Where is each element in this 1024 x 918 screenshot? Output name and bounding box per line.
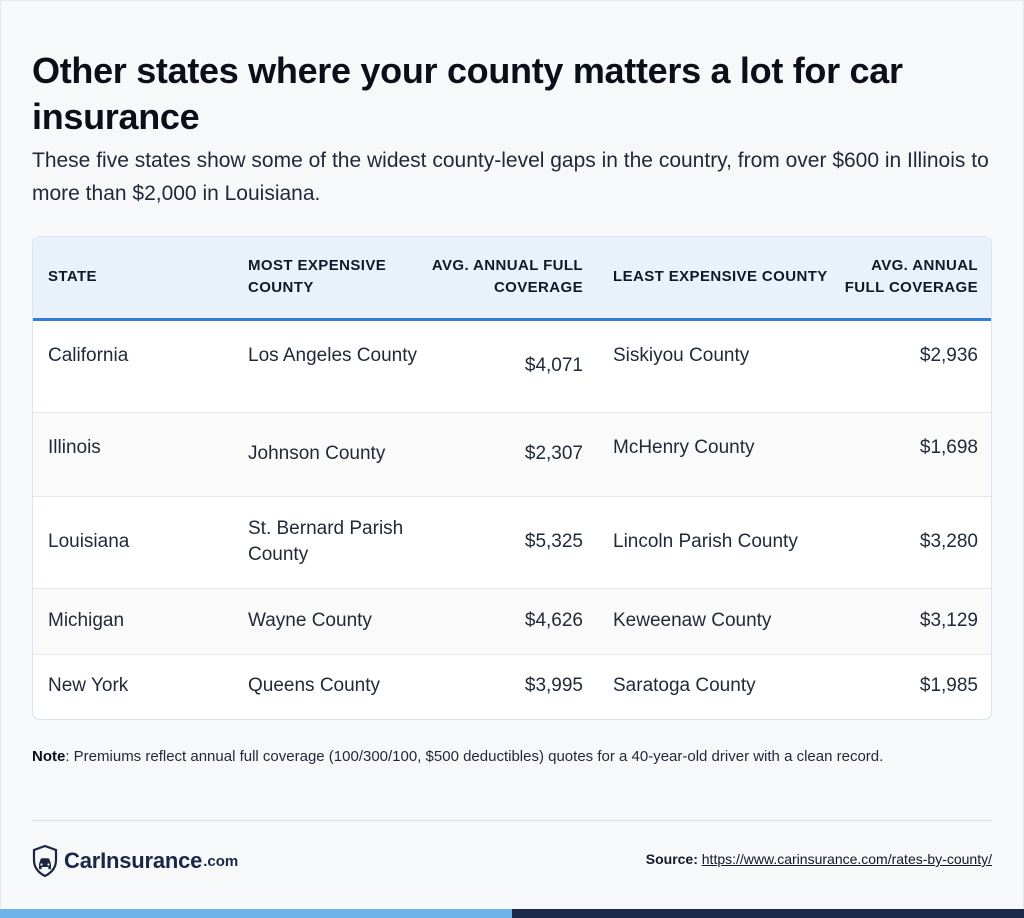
cell-avg-low: $2,936	[919, 344, 978, 366]
cell-least-expensive: McHenry County	[613, 436, 755, 458]
source-label: Source:	[645, 851, 698, 867]
cell-most-expensive: Johnson County	[248, 443, 386, 464]
page-title: Other states where your county matters a…	[32, 50, 903, 137]
header-most-expensive-county: MOST EXPENSIVE COUNTY	[248, 257, 387, 297]
footer-accent-bar-left	[0, 909, 512, 918]
table-row: New York Queens County $3,995 Saratoga C…	[33, 654, 991, 718]
header-state: STATE	[48, 268, 97, 286]
footnote-label: Note	[32, 748, 66, 765]
cell-avg-high: $2,307	[524, 443, 583, 464]
comparison-table: STATE MOST EXPENSIVE COUNTY AVG. ANNUAL …	[32, 236, 992, 720]
cell-avg-low: $1,985	[919, 675, 978, 697]
table-header-row: STATE MOST EXPENSIVE COUNTY AVG. ANNUAL …	[33, 237, 991, 319]
cell-least-expensive: Lincoln Parish County	[613, 531, 798, 552]
cell-avg-high: $4,071	[524, 355, 583, 376]
cell-state: Illinois	[48, 436, 101, 458]
cell-most-expensive: Queens County	[248, 675, 381, 697]
page-subtitle: These five states show some of the wides…	[32, 149, 989, 205]
logo-wordmark: CarInsurance	[64, 848, 203, 873]
header-avg-high: AVG. ANNUAL FULL COVERAGE	[431, 257, 583, 297]
table-row: Michigan Wayne County $4,626 Keweenaw Co…	[33, 588, 991, 654]
table-row: Illinois Johnson County $2,307 McHenry C…	[33, 412, 991, 496]
cell-most-expensive: Wayne County	[248, 610, 372, 631]
cell-most-expensive: Los Angeles County	[248, 344, 418, 366]
cell-least-expensive: Keweenaw County	[613, 610, 772, 631]
header-least-expensive-county: LEAST EXPENSIVE COUNTY	[613, 268, 828, 286]
table-row: California Los Angeles County $4,071 Sis…	[33, 319, 991, 412]
cell-least-expensive: Saratoga County	[613, 675, 756, 697]
footer-accent-bar-right	[512, 909, 1024, 918]
cell-state: California	[48, 344, 129, 366]
cell-avg-low: $1,698	[919, 436, 978, 458]
footnote: Note: Premiums reflect annual full cover…	[32, 744, 992, 770]
cell-avg-high: $4,626	[524, 610, 583, 631]
cell-avg-low: $3,129	[919, 610, 978, 631]
source-link[interactable]: https://www.carinsurance.com/rates-by-co…	[701, 851, 992, 867]
cell-state: Louisiana	[48, 531, 130, 552]
cell-state: New York	[48, 675, 129, 697]
cell-most-expensive: St. Bernard Parish County	[248, 518, 404, 565]
logo-tld: .com	[203, 852, 239, 870]
cell-avg-high: $3,995	[524, 675, 583, 697]
cell-avg-low: $3,280	[919, 531, 978, 552]
cell-state: Michigan	[48, 610, 125, 631]
brand-logo[interactable]: CarInsurance .com	[32, 844, 238, 878]
cell-avg-high: $5,325	[524, 531, 583, 552]
cell-least-expensive: Siskiyou County	[613, 344, 750, 366]
header-avg-low: AVG. ANNUAL FULL COVERAGE	[844, 257, 978, 297]
footnote-text: : Premiums reflect annual full coverage …	[65, 748, 884, 765]
table-row: Louisiana St. Bernard Parish County $5,3…	[33, 496, 991, 588]
footer-divider	[32, 820, 992, 821]
source-line: Source: https://www.carinsurance.com/rat…	[646, 851, 992, 867]
shield-car-icon	[32, 845, 58, 877]
